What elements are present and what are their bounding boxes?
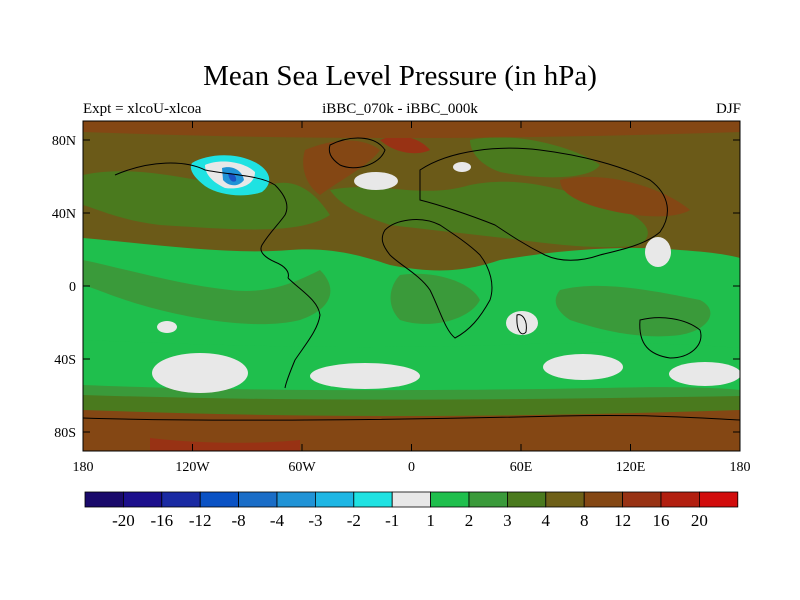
lat-tick-label: 0 — [69, 280, 76, 295]
colorbar-box — [430, 491, 470, 508]
season-label: DJF — [715, 101, 741, 117]
south-america-coast — [284, 277, 321, 389]
antarctic-red-patch — [150, 438, 300, 451]
greenland-coast — [328, 137, 386, 169]
lat-tick-label: 80N — [52, 134, 76, 149]
colorbar-label: 12 — [614, 511, 631, 530]
colorbar-label: -12 — [189, 511, 212, 530]
colorbar-label: 1 — [426, 511, 435, 530]
colorbar-box — [391, 491, 432, 508]
colorbar-box — [583, 491, 624, 508]
australia-coast — [639, 317, 702, 359]
longitude-axis: 180 120W 60W 0 60E 120E 180 — [73, 121, 751, 475]
pacific-white-patch — [157, 321, 177, 333]
colorbar-box — [545, 491, 585, 508]
siberia-olive — [470, 137, 600, 178]
south-atlantic-white-patch — [310, 363, 420, 389]
madagascar-coast — [516, 314, 527, 335]
colorbar-box — [84, 491, 124, 508]
colorbar-box — [622, 491, 662, 508]
lon-tick-label: 180 — [73, 460, 94, 475]
southern-olive-strip — [83, 395, 740, 417]
colorbar: -20 -16 -12 -8 -4 -3 -2 -1 1 2 3 4 8 12 16 20 — [84, 491, 739, 530]
lat-tick-label: 80S — [54, 426, 76, 441]
map-title: Mean Sea Level Pressure (in hPa) — [203, 60, 597, 92]
greenland-sea-rust — [303, 140, 380, 195]
east-asia-rust — [560, 176, 690, 217]
colorbar-label: -1 — [385, 511, 399, 530]
north-america-coast — [114, 162, 289, 279]
latitude-axis: 80N 40N 0 40S 80S — [52, 134, 740, 441]
difference-label: iBBC_070k - iBBC_000k — [322, 101, 478, 117]
colorbar-box — [468, 491, 508, 508]
colorbar-label: 8 — [580, 511, 589, 530]
indian-ocean-green — [555, 285, 711, 337]
colorbar-label: -16 — [150, 511, 173, 530]
south-indian-white-patch — [543, 354, 623, 380]
colorbar-label: -4 — [270, 511, 285, 530]
experiment-label: Expt = xlcoU-xlcoa — [83, 101, 202, 117]
colorbar-label: 3 — [503, 511, 512, 530]
madagascar-white-patch — [506, 311, 538, 335]
hudson-bay-deep-blue — [228, 172, 237, 182]
atlantic-green — [390, 273, 480, 324]
lat-tick-label: 40N — [52, 207, 76, 222]
colorbar-box — [314, 491, 355, 508]
colorbar-box — [276, 491, 316, 508]
colorbar-label: -8 — [232, 511, 246, 530]
colorbar-box — [353, 491, 393, 508]
colorbar-box — [506, 491, 547, 508]
lat-tick-label: 40S — [54, 353, 76, 368]
antarctica-coast — [83, 414, 740, 421]
lon-tick-label: 0 — [408, 460, 415, 475]
colorbar-label: 4 — [542, 511, 551, 530]
southern-green-band — [83, 340, 740, 395]
polar-rust — [83, 121, 740, 138]
colorbar-label: -3 — [308, 511, 322, 530]
philippine-white-patch — [645, 237, 671, 267]
colorbar-label: 2 — [465, 511, 474, 530]
southern-edge-green — [83, 385, 740, 400]
colorbar-box — [123, 491, 163, 508]
colorbar-box — [238, 491, 278, 508]
tasman-white-patch — [669, 362, 740, 386]
eurasia-olive — [330, 181, 648, 248]
lon-tick-label: 60E — [510, 460, 533, 475]
pressure-field — [83, 121, 740, 451]
lon-tick-label: 180 — [730, 460, 751, 475]
colorbar-label: 16 — [653, 511, 670, 530]
coastlines — [83, 137, 740, 421]
colorbar-box — [699, 491, 739, 508]
scandinavia-white-patch — [453, 162, 471, 172]
colorbar-box — [660, 491, 700, 508]
eurasia-coast — [419, 147, 668, 261]
colorbar-label: -2 — [347, 511, 361, 530]
africa-coast — [381, 219, 493, 339]
east-pacific-green — [83, 260, 331, 325]
colorbar-box — [161, 491, 201, 508]
colorbar-label: 20 — [691, 511, 708, 530]
south-pacific-white-patch — [152, 353, 248, 393]
lon-tick-label: 120W — [175, 460, 210, 475]
arctic-red — [380, 136, 430, 154]
lon-tick-label: 60W — [288, 460, 316, 475]
colorbar-label: -20 — [112, 511, 135, 530]
colorbar-box — [199, 491, 239, 508]
lon-tick-label: 120E — [616, 460, 646, 475]
north-pacific-olive — [83, 171, 330, 230]
north-atlantic-white-patch — [354, 172, 398, 190]
